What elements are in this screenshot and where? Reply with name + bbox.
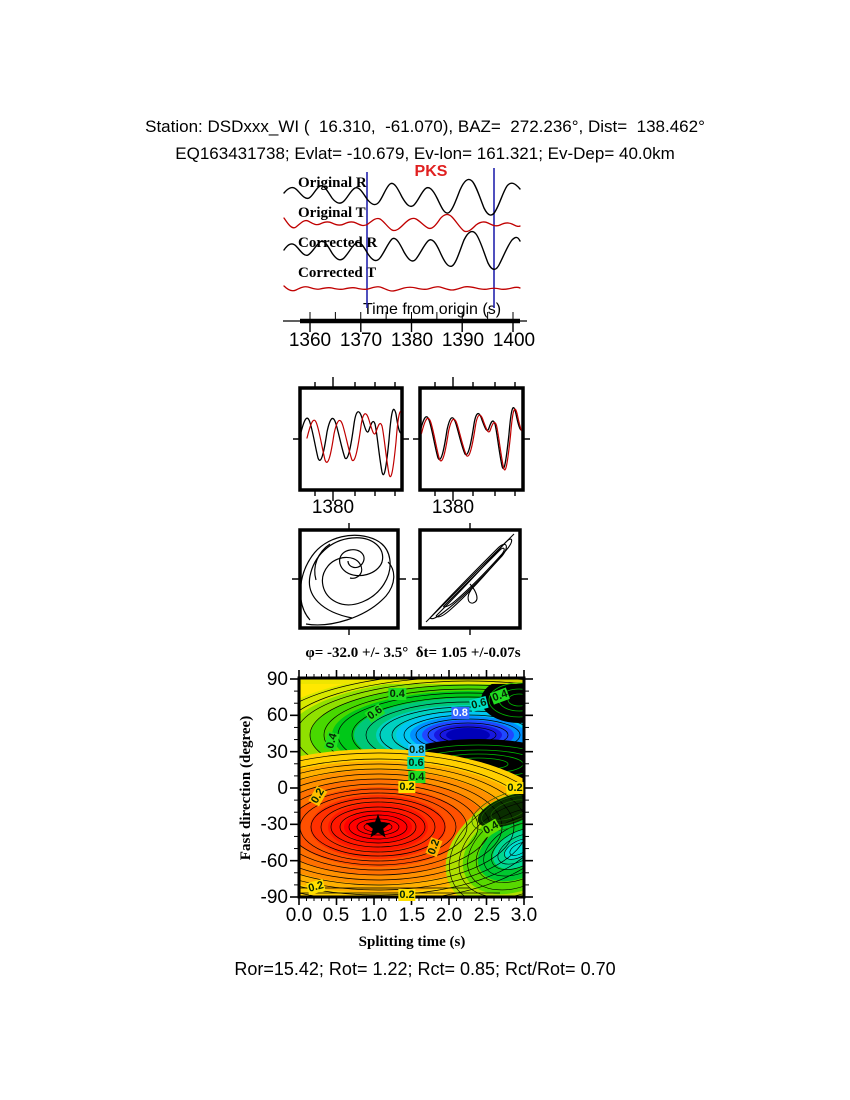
time-tick-1360: 1360 [288, 330, 332, 351]
contour-level-label: 0.6 [407, 756, 425, 769]
station-header: Station: DSDxxx_WI ( 16.310, -61.070), B… [145, 117, 705, 136]
time-tick-1380: 1380 [390, 330, 434, 351]
time-tick-1390: 1390 [441, 330, 485, 351]
time-tick-1370: 1370 [339, 330, 383, 351]
ytick-neg30: -30 [260, 814, 288, 835]
overlay-box-original [298, 386, 404, 492]
window-marker-lines [366, 168, 495, 308]
particle-motion-original [301, 534, 395, 626]
contour-level-label: 0.2 [398, 780, 416, 793]
time-tick-1400: 1400 [492, 330, 536, 351]
ytick-30: 30 [266, 742, 288, 763]
panel-ticks [292, 377, 530, 635]
overlay-traces-corrected [421, 407, 522, 471]
time-axis-major-ticks [309, 323, 514, 332]
xtick-0.0: 0.0 [285, 905, 313, 926]
ytick-60: 60 [266, 705, 288, 726]
trace-corrected-r [283, 230, 521, 271]
trace-label-corrected-r: Corrected R [298, 235, 378, 251]
trace-label-original-t: Original T [298, 205, 366, 221]
contour-title: φ= -32.0 +/- 3.5° δt= 1.05 +/-0.07s [305, 645, 521, 661]
ytick-0: 0 [277, 778, 288, 799]
trace-original-t [283, 213, 521, 233]
particle-motion-box-original [298, 528, 400, 630]
waveform-plot [283, 168, 527, 332]
xtick-1.0: 1.0 [360, 905, 388, 926]
contour-level-label: 0.4 [408, 771, 426, 784]
particle-motion-box-corrected [418, 528, 522, 630]
xtick-0.5: 0.5 [322, 905, 350, 926]
xtick-3.0: 3.0 [510, 905, 538, 926]
window-panels [292, 377, 530, 635]
stats-footer: Ror=15.42; Rot= 1.22; Rct= 0.85; Rct/Rot… [234, 959, 616, 979]
contour-level-label: 0.8 [451, 706, 469, 719]
trace-label-corrected-t: Corrected T [298, 265, 377, 281]
overlay-traces-original [301, 408, 401, 478]
contour-level-label: 0.2 [398, 888, 416, 901]
contour-level-label: 0.2 [506, 782, 524, 794]
ytick-90: 90 [266, 669, 288, 690]
overlay-tick-label-right: 1380 [431, 497, 475, 518]
event-header: EQ163431738; Evlat= -10.679, Ev-lon= 161… [175, 144, 675, 163]
best-fit-star [365, 814, 391, 838]
xtick-2.5: 2.5 [473, 905, 501, 926]
xtick-2.0: 2.0 [435, 905, 463, 926]
overlay-tick-label-left: 1380 [311, 497, 355, 518]
splitting-contour-map [290, 670, 533, 905]
contour-level-label: 0.8 [408, 744, 426, 757]
time-axis-minor-ticks [309, 312, 514, 319]
contour-level-label: 0.4 [388, 687, 406, 700]
ytick-neg60: -60 [260, 851, 288, 872]
trace-original-r [283, 178, 521, 216]
time-axis-label: Time from origin (s) [362, 301, 502, 318]
phase-label: PKS [414, 163, 448, 180]
particle-motion-corrected [425, 533, 515, 623]
ytick-neg90: -90 [260, 887, 288, 908]
contour-xlabel: Splitting time (s) [358, 934, 466, 950]
trace-label-original-r: Original R [298, 175, 367, 191]
time-axis [283, 312, 527, 332]
xtick-1.5: 1.5 [398, 905, 426, 926]
overlay-box-corrected [418, 386, 525, 492]
trace-corrected-t [283, 285, 521, 292]
